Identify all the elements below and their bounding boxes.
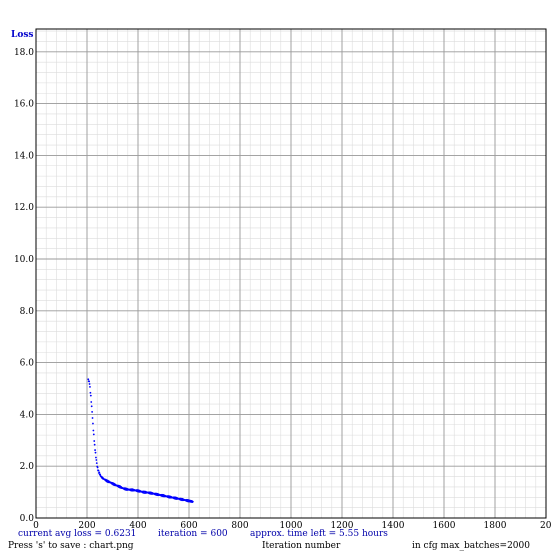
status-iteration: iteration = 600 — [158, 529, 228, 539]
series-point — [93, 443, 96, 446]
x-tick-label: 600 — [180, 521, 197, 531]
series-point — [98, 471, 101, 474]
x-tick-label: 200 — [78, 521, 95, 531]
y-tick-label: 16.0 — [14, 100, 34, 110]
x-tick-label: 1000 — [280, 521, 303, 531]
series-point — [90, 405, 93, 408]
series-point — [94, 449, 96, 451]
x-tick-label: 800 — [231, 521, 248, 531]
series-point — [95, 459, 98, 461]
series-point — [87, 378, 90, 381]
footer-save-hint: Press 's' to save : chart.png — [8, 541, 134, 551]
y-tick-label: 18.0 — [14, 48, 34, 58]
y-tick-label: 12.0 — [14, 203, 34, 213]
series-point — [94, 451, 97, 454]
footer-max-batches: in cfg max_batches=2000 — [412, 541, 530, 551]
status-avg-loss: current avg loss = 0.6231 — [18, 529, 136, 539]
series-point — [91, 411, 93, 413]
loss-series — [87, 378, 194, 503]
series-point — [90, 401, 93, 403]
series-point — [89, 385, 91, 388]
series-point — [191, 500, 194, 503]
series-point — [93, 440, 96, 442]
x-tick-label: 0 — [33, 521, 39, 531]
x-tick-label: 1200 — [331, 521, 354, 531]
y-tick-label: 6.0 — [20, 359, 35, 369]
x-axis-ticks: 0 200 400 600 800 1000 1200 1400 1600 1800 20 — [33, 521, 552, 531]
y-axis-ticks: 0.0 2.0 4.0 6.0 8.0 10.0 12.0 14.0 16.0 18.0 — [14, 48, 34, 524]
y-tick-label: 14.0 — [14, 151, 34, 161]
series-point — [92, 433, 95, 436]
series-point — [99, 473, 102, 476]
y-tick-label: 2.0 — [20, 462, 35, 472]
series-point — [89, 394, 92, 397]
series-point — [95, 456, 97, 459]
series-point — [88, 383, 91, 385]
series-point — [91, 417, 94, 419]
series-point — [89, 391, 92, 394]
series-point — [88, 380, 91, 383]
x-tick-label: 1600 — [433, 521, 456, 531]
series-point — [96, 466, 99, 469]
status-time-left: approx. time left = 5.55 hours — [250, 529, 388, 539]
series-point — [92, 429, 95, 432]
x-tick-label: 1800 — [484, 521, 507, 531]
x-axis-label: Iteration number — [262, 541, 341, 551]
x-tick-label: 1400 — [382, 521, 405, 531]
plot-frame — [35, 28, 547, 519]
series-point — [97, 469, 100, 472]
y-tick-label: 10.0 — [14, 255, 34, 265]
y-tick-label: 4.0 — [20, 410, 35, 420]
y-axis-label: Loss — [11, 30, 33, 40]
series-point — [92, 422, 94, 425]
x-tick-label: 20 — [540, 521, 552, 531]
series-point — [95, 462, 98, 464]
y-tick-label: 0.0 — [20, 514, 35, 524]
x-tick-label: 400 — [129, 521, 146, 531]
y-tick-label: 8.0 — [20, 307, 35, 317]
